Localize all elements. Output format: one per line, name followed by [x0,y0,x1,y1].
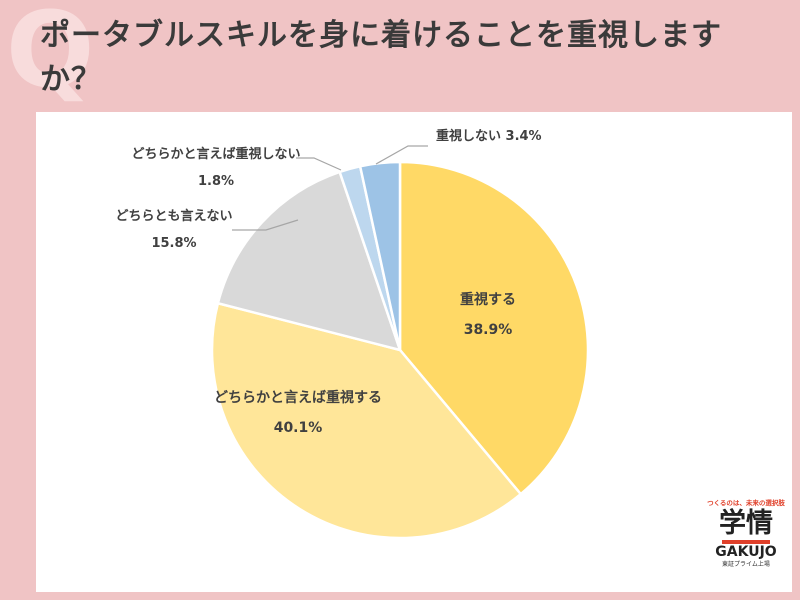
pie-chart: 重視する 38.9% どちらかと言えば重視する 40.1% どちらとも言えない 15.8%… [115,128,590,540]
gakujo-logo: つくるのは、未来の選択肢 学情 GAKUJO 東証プライム上場 [701,498,791,588]
logo-tagline: つくるのは、未来の選択肢 [707,499,785,507]
pie-slice-4 [358,160,402,351]
pie-slice-0 [398,160,590,496]
logo-mark: 学情 [719,508,773,539]
slice-label-0: 重視する [460,291,516,308]
logo-bar [722,540,770,544]
slice-label-3: どちらかと言えば重視しない [131,146,300,162]
leader-line-4 [375,145,428,165]
pie-slice-1 [210,301,523,540]
leader-line-3 [296,157,342,171]
question-mark-decoration: Q [6,0,95,111]
logo-subtitle: 東証プライム上場 [722,561,770,568]
chart-panel: 重視する 38.9% どちらかと言えば重視する 40.1% どちらとも言えない 15.8%… [36,112,792,592]
slice-value-0: 38.9% [464,322,513,338]
slice-value-1: 40.1% [274,420,323,436]
slice-label-2: どちらとも言えない [115,208,232,224]
page-title: ポータブルスキルを身に着けることを重視しますか？ [40,18,722,97]
slice-label-1: どちらかと言えば重視する [214,389,382,406]
leader-line-2 [232,219,299,231]
logo-english: GAKUJO [715,544,777,560]
slice-value-3: 1.8% [198,174,234,189]
slice-value-2: 15.8% [151,236,196,251]
slice-label-4: 重視しない 3.4% [436,128,542,144]
